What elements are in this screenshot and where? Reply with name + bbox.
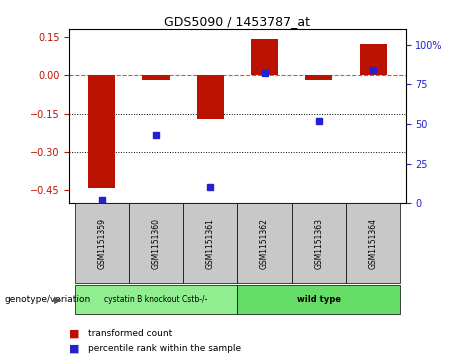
Text: GSM1151362: GSM1151362	[260, 218, 269, 269]
Bar	[251, 39, 278, 75]
Text: cystatin B knockout Cstb-/-: cystatin B knockout Cstb-/-	[104, 295, 208, 304]
Bar	[129, 203, 183, 283]
Text: ▶: ▶	[54, 294, 61, 305]
Text: wild type: wild type	[297, 295, 341, 304]
Bar	[237, 285, 400, 314]
Text: GSM1151364: GSM1151364	[369, 218, 378, 269]
Text: GSM1151361: GSM1151361	[206, 218, 215, 269]
Bar	[75, 203, 129, 283]
Text: ■: ■	[69, 329, 80, 339]
Bar	[142, 75, 170, 80]
Bar	[346, 203, 400, 283]
Text: percentile rank within the sample: percentile rank within the sample	[88, 344, 241, 353]
Bar	[75, 285, 237, 314]
Text: GSM1151360: GSM1151360	[152, 218, 160, 269]
Bar	[360, 44, 387, 75]
Text: ■: ■	[69, 343, 80, 354]
Text: transformed count: transformed count	[88, 330, 172, 338]
Text: GSM1151363: GSM1151363	[314, 218, 323, 269]
Text: GSM1151359: GSM1151359	[97, 218, 106, 269]
Bar	[237, 203, 292, 283]
Bar	[292, 203, 346, 283]
Bar	[183, 203, 237, 283]
Text: genotype/variation: genotype/variation	[5, 295, 91, 304]
Title: GDS5090 / 1453787_at: GDS5090 / 1453787_at	[165, 15, 310, 28]
Bar	[88, 75, 115, 188]
Bar	[305, 75, 332, 80]
Bar	[197, 75, 224, 119]
